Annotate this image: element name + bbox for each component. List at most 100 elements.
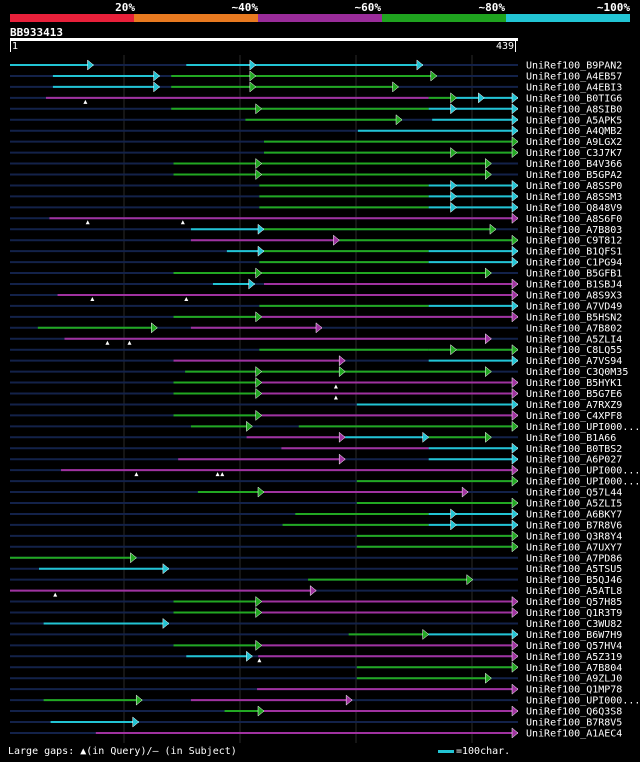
hit-row[interactable]: UniRef100_A4EB57	[10, 70, 622, 83]
hit-label[interactable]: UniRef100_A8SIB0	[526, 104, 622, 115]
hit-row[interactable]: UniRef100_A5TSU5	[10, 563, 622, 576]
hit-row[interactable]: UniRef100_A7RXZ9	[10, 398, 622, 411]
hit-label[interactable]: UniRef100_C3WU82	[526, 619, 622, 630]
hit-label[interactable]: UniRef100_C3J7K7	[526, 148, 622, 159]
hit-label[interactable]: UniRef100_Q848V9	[526, 203, 622, 214]
hit-label[interactable]: UniRef100_A4EB57	[526, 71, 622, 82]
hit-row[interactable]: UniRef100_Q848V9	[10, 201, 622, 214]
hit-row[interactable]: UniRef100_A5APK5	[10, 114, 622, 127]
hit-label[interactable]: UniRef100_A8SSM3	[526, 192, 622, 203]
hit-label[interactable]: UniRef100_Q57L44	[526, 488, 622, 499]
hit-label[interactable]: UniRef100_B5GFB1	[526, 269, 622, 280]
hit-label[interactable]: UniRef100_B5HSN2	[526, 312, 622, 323]
hit-row[interactable]: UniRef100_Q57H85	[10, 596, 622, 609]
hit-row[interactable]: UniRef100_Q3R8Y4	[10, 530, 622, 543]
hit-row[interactable]: UniRef100_B5GPA2	[10, 168, 622, 182]
hit-label[interactable]: UniRef100_B7R8V6	[526, 520, 622, 531]
hit-row[interactable]: UniRef100_A5Z319	[10, 650, 622, 663]
hit-label[interactable]: UniRef100_B5QJ46	[526, 575, 622, 586]
hit-row[interactable]: UniRef100_A4EBI3	[10, 81, 622, 94]
hit-row[interactable]: UniRef100_A9ZLJ0	[10, 672, 622, 685]
hit-label[interactable]: UniRef100_B1QFS1	[526, 247, 622, 258]
hit-label[interactable]: UniRef100_B0TBS2	[526, 444, 622, 455]
hit-label[interactable]: UniRef100_B1SBJ4	[526, 280, 622, 291]
hit-row[interactable]: UniRef100_A8S6F0	[10, 212, 622, 225]
hit-row[interactable]: UniRef100_Q1MP78	[10, 683, 622, 696]
hit-label[interactable]: UniRef100_B4V366	[526, 159, 622, 170]
hit-label[interactable]: UniRef100_C4XPF8	[526, 411, 622, 422]
hit-label[interactable]: UniRef100_C9T812	[526, 236, 622, 247]
hit-row[interactable]: UniRef100_C3Q0M35	[10, 366, 628, 379]
hit-row[interactable]: UniRef100_A8SIB0	[10, 103, 622, 116]
hit-row[interactable]: UniRef100_B5HYK1	[10, 377, 622, 390]
hit-row[interactable]: UniRef100_Q6Q3S8	[10, 705, 622, 718]
hit-row[interactable]: UniRef100_A5ZLI4	[10, 333, 622, 346]
hit-row[interactable]: UniRef100_A8S9X3	[10, 289, 622, 302]
hit-label[interactable]: UniRef100_Q1MP78	[526, 685, 622, 696]
hit-label[interactable]: UniRef100_A8S6F0	[526, 214, 622, 225]
hit-label[interactable]: UniRef100_Q3R8Y4	[526, 531, 622, 542]
hit-label[interactable]: UniRef100_UPI000...	[526, 466, 640, 477]
hit-row[interactable]: UniRef100_A8SSM3	[10, 190, 622, 203]
hit-label[interactable]: UniRef100_A7UXY7	[526, 542, 622, 553]
hit-row[interactable]: UniRef100_UPI000...	[10, 464, 640, 477]
hit-label[interactable]: UniRef100_B6W7H9	[526, 630, 622, 641]
hit-row[interactable]: UniRef100_A5ATL8	[10, 585, 622, 598]
hit-row[interactable]: UniRef100_B9PAN2	[10, 59, 622, 72]
hit-label[interactable]: UniRef100_Q57H85	[526, 597, 622, 608]
hit-row[interactable]: UniRef100_B5GFB1	[10, 267, 622, 280]
hit-label[interactable]: UniRef100_A5TSU5	[526, 564, 622, 575]
hit-row[interactable]: UniRef100_A7B803	[10, 223, 622, 236]
hit-label[interactable]: UniRef100_A6BKY7	[526, 509, 622, 520]
hit-label[interactable]: UniRef100_A7B804	[526, 663, 622, 674]
hit-label[interactable]: UniRef100_A8S9X3	[526, 290, 622, 301]
hit-row[interactable]: UniRef100_A8SSP0	[10, 179, 622, 192]
hit-row[interactable]: UniRef100_A9LGX2	[10, 136, 622, 149]
hit-label[interactable]: UniRef100_A5Z319	[526, 652, 622, 663]
hit-row[interactable]: UniRef100_Q57HV4	[10, 639, 622, 652]
hit-label[interactable]: UniRef100_A9LGX2	[526, 137, 622, 148]
hit-label[interactable]: UniRef100_A7VS94	[526, 356, 622, 367]
hit-row[interactable]: UniRef100_B0TIG6	[10, 92, 622, 105]
hit-row[interactable]: UniRef100_A7UXY7	[10, 541, 622, 554]
hit-row[interactable]: UniRef100_A5ZLI5	[10, 497, 622, 510]
hit-row[interactable]: UniRef100_B1QFS1	[10, 245, 622, 258]
hit-row[interactable]: UniRef100_B5HSN2	[10, 311, 622, 324]
hit-row[interactable]: UniRef100_A7B804	[10, 661, 622, 674]
hit-label[interactable]: UniRef100_B1A66	[526, 433, 616, 444]
hit-label[interactable]: UniRef100_B0TIG6	[526, 93, 622, 104]
hit-row[interactable]: UniRef100_A7VD49	[10, 300, 622, 313]
hit-label[interactable]: UniRef100_C8LQ55	[526, 345, 622, 356]
hit-row[interactable]: UniRef100_B5QJ46	[10, 574, 622, 587]
hit-label[interactable]: UniRef100_A5ATL8	[526, 586, 622, 597]
hit-row[interactable]: UniRef100_B4V366	[10, 158, 622, 171]
hit-row[interactable]: UniRef100_B7R8V5	[10, 716, 622, 729]
hit-row[interactable]: UniRef100_Q1R3T9	[10, 606, 622, 620]
hit-label[interactable]: UniRef100_Q6Q3S8	[526, 707, 622, 718]
hit-row[interactable]: UniRef100_B5G7E6	[10, 387, 622, 401]
hit-label[interactable]: UniRef100_Q57HV4	[526, 641, 622, 652]
hit-row[interactable]: UniRef100_C9T812	[10, 234, 622, 247]
hit-label[interactable]: UniRef100_B5HYK1	[526, 378, 622, 389]
hit-label[interactable]: UniRef100_UPI000...	[526, 422, 640, 433]
hit-row[interactable]: UniRef100_A7B802	[10, 322, 622, 335]
hit-label[interactable]: UniRef100_B7R8V5	[526, 718, 622, 729]
hit-label[interactable]: UniRef100_UPI000...	[526, 477, 640, 488]
hit-row[interactable]: UniRef100_A7PD86	[10, 552, 622, 565]
hit-label[interactable]: UniRef100_A7PD86	[526, 553, 622, 564]
hit-row[interactable]: UniRef100_B1SBJ4	[10, 278, 622, 291]
hit-label[interactable]: UniRef100_A4EBI3	[526, 82, 622, 93]
hit-row[interactable]: UniRef100_C3WU82	[10, 617, 622, 630]
hit-label[interactable]: UniRef100_A7VD49	[526, 301, 622, 312]
hit-row[interactable]: UniRef100_B6W7H9	[10, 628, 622, 641]
hit-label[interactable]: UniRef100_Q1R3T9	[526, 608, 622, 619]
hit-label[interactable]: UniRef100_A8SSP0	[526, 181, 622, 192]
hit-label[interactable]: UniRef100_A5ZLI5	[526, 499, 622, 510]
hit-label[interactable]: UniRef100_UPI000...	[526, 696, 640, 707]
hit-row[interactable]: UniRef100_A7VS94	[10, 355, 622, 368]
hit-label[interactable]: UniRef100_A7B802	[526, 323, 622, 334]
hit-row[interactable]: UniRef100_C8LQ55	[10, 344, 622, 357]
hit-row[interactable]: UniRef100_A6P027	[10, 453, 622, 466]
hit-row[interactable]: UniRef100_B1A66	[10, 431, 616, 444]
hit-row[interactable]: UniRef100_C3J7K7	[10, 147, 622, 160]
